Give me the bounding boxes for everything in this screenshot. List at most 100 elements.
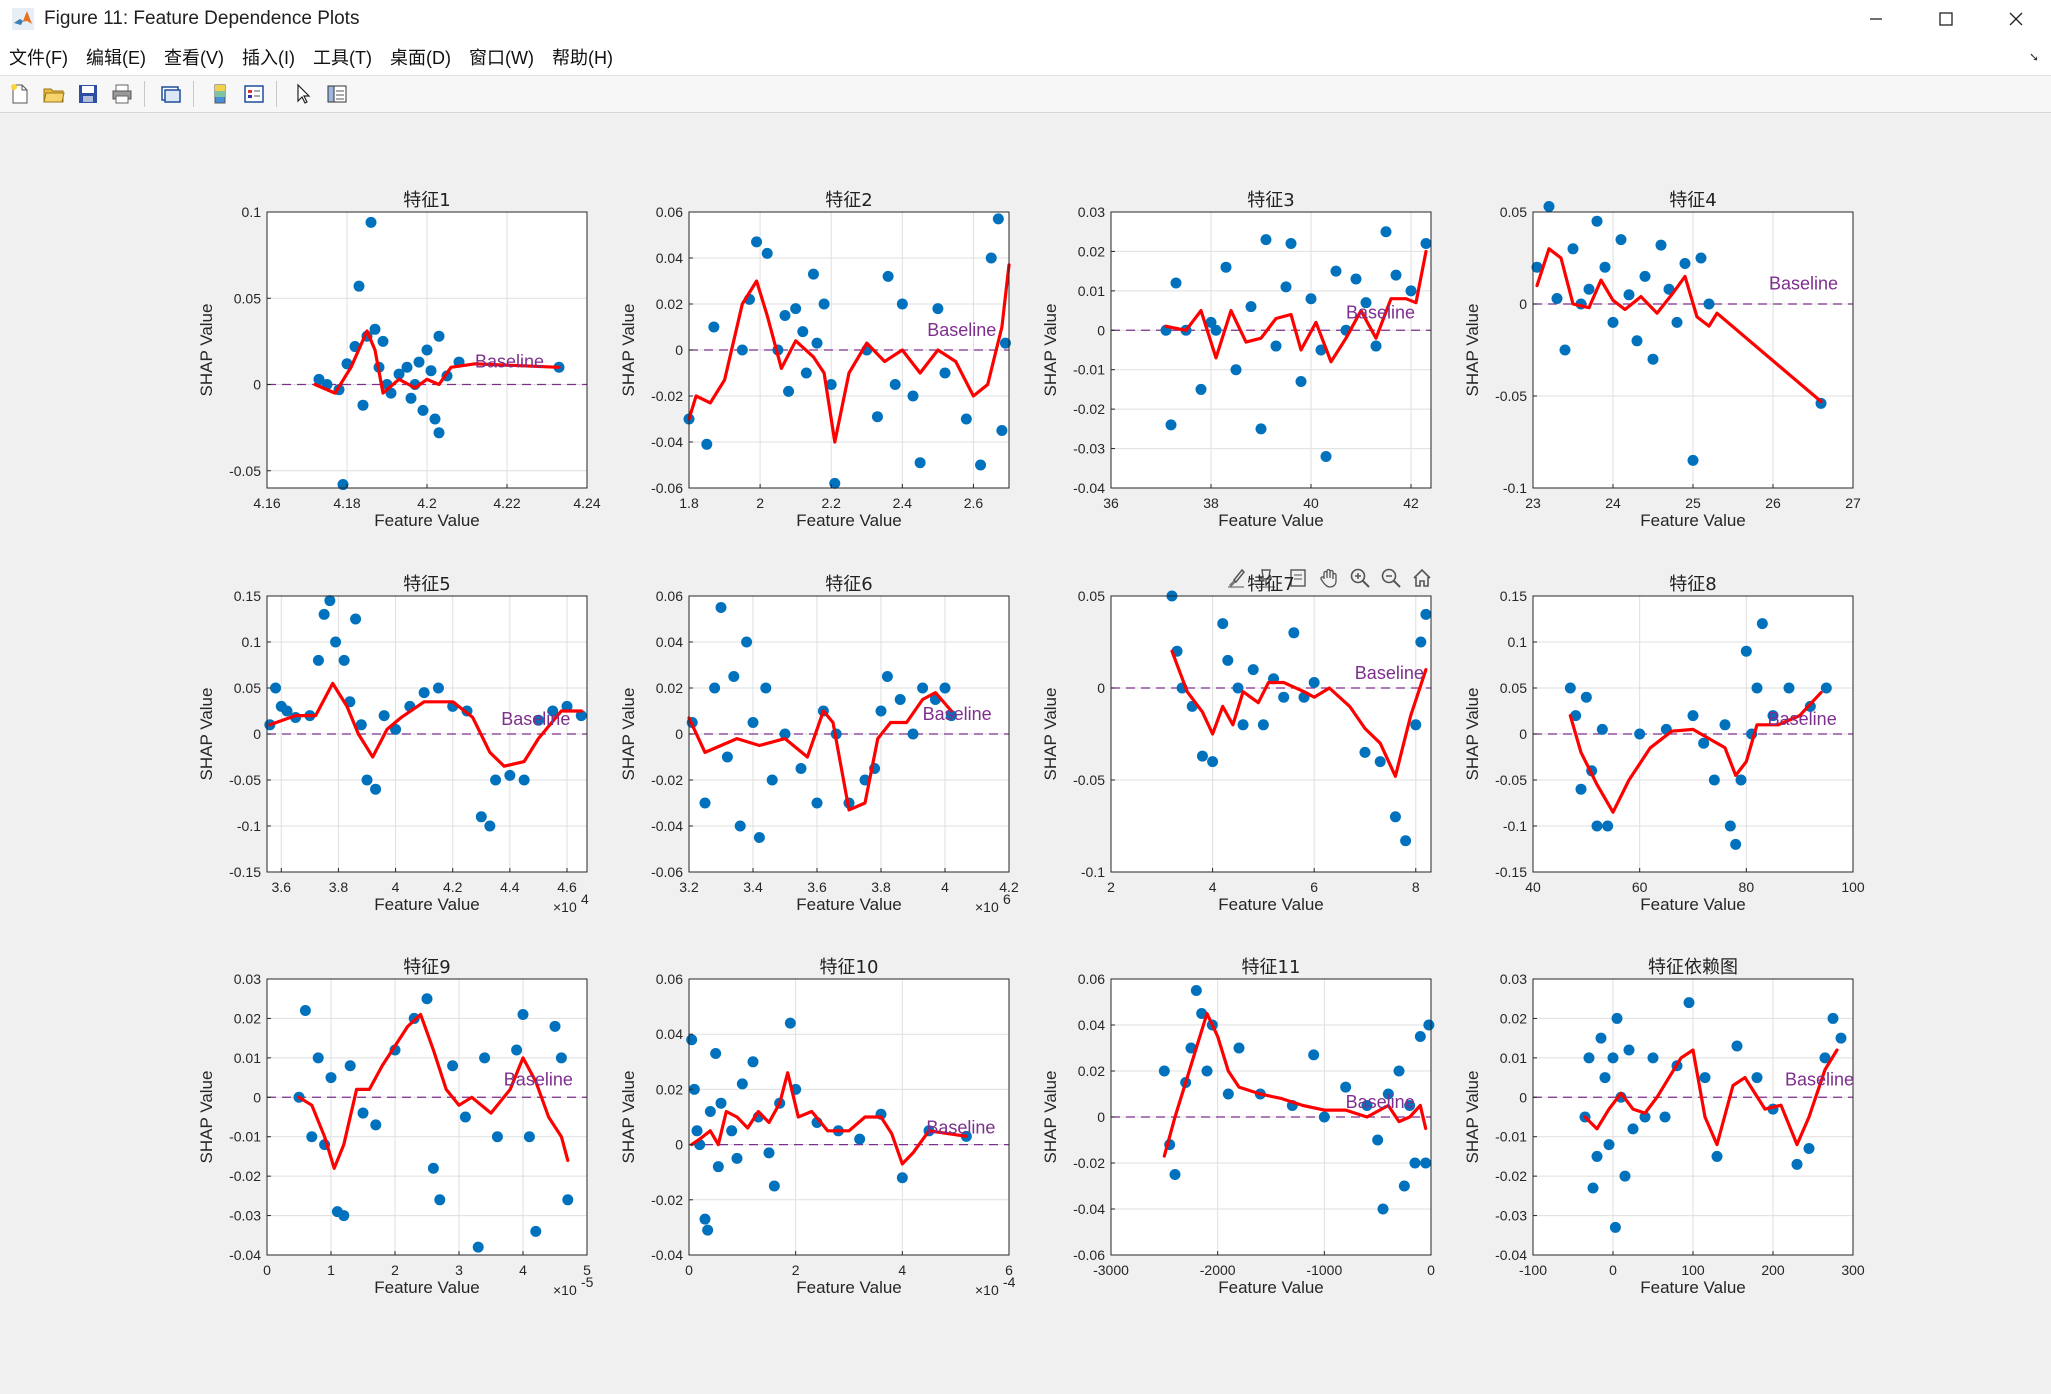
scatter-point <box>353 280 365 292</box>
scatter-point <box>760 682 772 694</box>
scatter-point <box>378 710 390 722</box>
scatter-point <box>721 751 733 763</box>
scatter-point <box>472 1241 484 1253</box>
zoom-in-button[interactable] <box>1347 565 1373 591</box>
x-tick-label: 26 <box>1765 495 1781 511</box>
restore-view-button[interactable] <box>1285 565 1311 591</box>
subplot-2: 1.8 2 2.2 2.4 2.6 -0.06 -0.04 -0.02 0 0.02 0.04 0.0… <box>619 190 1011 530</box>
minimize-button[interactable] <box>1841 0 1911 38</box>
x-axis-label: Feature Value <box>796 511 902 530</box>
y-tick-label: 0.15 <box>1500 588 1527 604</box>
scatter-point <box>1295 376 1307 388</box>
zoom-out-button[interactable] <box>1378 565 1404 591</box>
scatter-point <box>1623 289 1635 301</box>
menu-desktop[interactable]: 桌面(D) <box>389 47 451 68</box>
subplot-6: 3.2 3.4 3.6 3.8 4 4.2 -0.06 -0.04 -0.02 0 0.02 0.04… <box>619 574 1019 915</box>
scatter-point <box>357 399 369 411</box>
scatter-point <box>490 774 502 786</box>
x-axis-label: Feature Value <box>1218 895 1324 914</box>
scatter-point <box>1698 737 1710 749</box>
scatter-point <box>1361 1100 1373 1111</box>
scatter-point <box>1230 364 1242 376</box>
y-axis-label: SHAP Value <box>1041 304 1060 397</box>
scatter-point <box>1232 682 1244 694</box>
zoom-out-icon <box>1381 568 1401 588</box>
zoom-in-icon <box>1350 568 1370 588</box>
scatter-point <box>907 390 919 402</box>
axes-background[interactable] <box>689 979 1009 1255</box>
save-button[interactable] <box>74 80 102 108</box>
y-tick-label: 0.02 <box>656 296 683 312</box>
scatter-point <box>1196 1008 1208 1019</box>
close-button[interactable] <box>1981 0 2051 38</box>
scatter-point <box>1370 340 1382 352</box>
x-axis-exponent: ×10 <box>975 899 999 915</box>
scatter-point <box>1195 383 1207 395</box>
baseline-label: Baseline <box>1768 709 1837 729</box>
scatter-point <box>433 427 445 439</box>
scatter-point <box>393 368 405 380</box>
link-plot-button[interactable] <box>157 80 185 108</box>
maximize-button[interactable] <box>1911 0 1981 38</box>
menu-view[interactable]: 查看(V) <box>163 47 224 68</box>
scatter-point <box>818 298 830 310</box>
scatter-point <box>1730 838 1742 850</box>
scatter-point <box>1359 746 1371 758</box>
subplot-12: -100 0 100 200 300 -0.04 -0.03 -0.02 -0.01 0 0.01 0… <box>1463 957 1865 1297</box>
home-button[interactable] <box>1409 565 1435 591</box>
open-file-icon <box>43 88 65 103</box>
scatter-point <box>1423 1019 1435 1031</box>
pan-button[interactable] <box>1316 565 1342 591</box>
edit-plot-button[interactable] <box>289 80 317 108</box>
scatter-point <box>361 774 373 786</box>
scatter-point <box>702 1224 714 1236</box>
menu-file[interactable]: 文件(F) <box>9 47 68 68</box>
scatter-point <box>999 337 1011 349</box>
scatter-point <box>699 1213 711 1225</box>
axes-background[interactable] <box>267 979 587 1255</box>
x-tick-label: 0 <box>1609 1262 1617 1278</box>
edit-plot-pointer-icon <box>297 83 311 104</box>
dock-arrow-icon[interactable]: ➘ <box>2028 50 2039 64</box>
x-tick-label: 2 <box>756 495 764 511</box>
scatter-point <box>960 413 972 425</box>
property-inspector-button[interactable] <box>323 80 351 108</box>
brush-button[interactable] <box>1223 565 1249 591</box>
menu-edit[interactable]: 编辑(E) <box>85 47 146 68</box>
y-tick-label: -0.05 <box>1495 388 1527 404</box>
print-button[interactable] <box>108 80 136 108</box>
x-tick-label: 3.6 <box>272 879 292 895</box>
y-tick-label: 0.03 <box>1500 971 1527 987</box>
scatter-point <box>708 321 720 333</box>
axes-background[interactable] <box>1111 596 1431 872</box>
scatter-point <box>779 310 791 321</box>
scatter-point <box>741 636 753 648</box>
x-tick-label: 5 <box>583 1262 591 1278</box>
y-axis-label: SHAP Value <box>1463 304 1482 397</box>
scatter-point <box>784 1017 796 1029</box>
legend-button[interactable] <box>240 80 268 108</box>
x-tick-label: 3.8 <box>871 879 891 895</box>
new-figure-button[interactable] <box>6 80 34 108</box>
y-axis-label: SHAP Value <box>197 688 216 781</box>
menu-help[interactable]: 帮助(H) <box>551 47 613 68</box>
scatter-point <box>1655 239 1667 251</box>
scatter-point <box>547 705 559 717</box>
open-file-button[interactable] <box>40 80 68 108</box>
colorbar-button[interactable] <box>206 80 234 108</box>
menu-insert[interactable]: 插入(I) <box>241 47 295 68</box>
axes-frame <box>688 978 1010 1256</box>
menu-window[interactable]: 窗口(W) <box>468 47 534 68</box>
scatter-point <box>1559 344 1571 356</box>
subplot-title: 特征3 <box>1247 190 1294 211</box>
subplot-title: 特征依赖图 <box>1648 957 1738 978</box>
subplot-8: 40 60 80 100 -0.15 -0.1 -0.05 0 0.05 0.1 0.15 特征8 Fe… <box>1463 574 1865 914</box>
axes-background[interactable] <box>1111 212 1431 488</box>
scatter-point <box>747 1056 759 1068</box>
scatter-point <box>523 1131 535 1143</box>
menu-tools[interactable]: 工具(T) <box>312 47 372 68</box>
scatter-point <box>1220 261 1232 273</box>
data-tips-button[interactable] <box>1254 565 1280 591</box>
scatter-point <box>1599 261 1611 273</box>
scatter-point <box>417 404 429 416</box>
